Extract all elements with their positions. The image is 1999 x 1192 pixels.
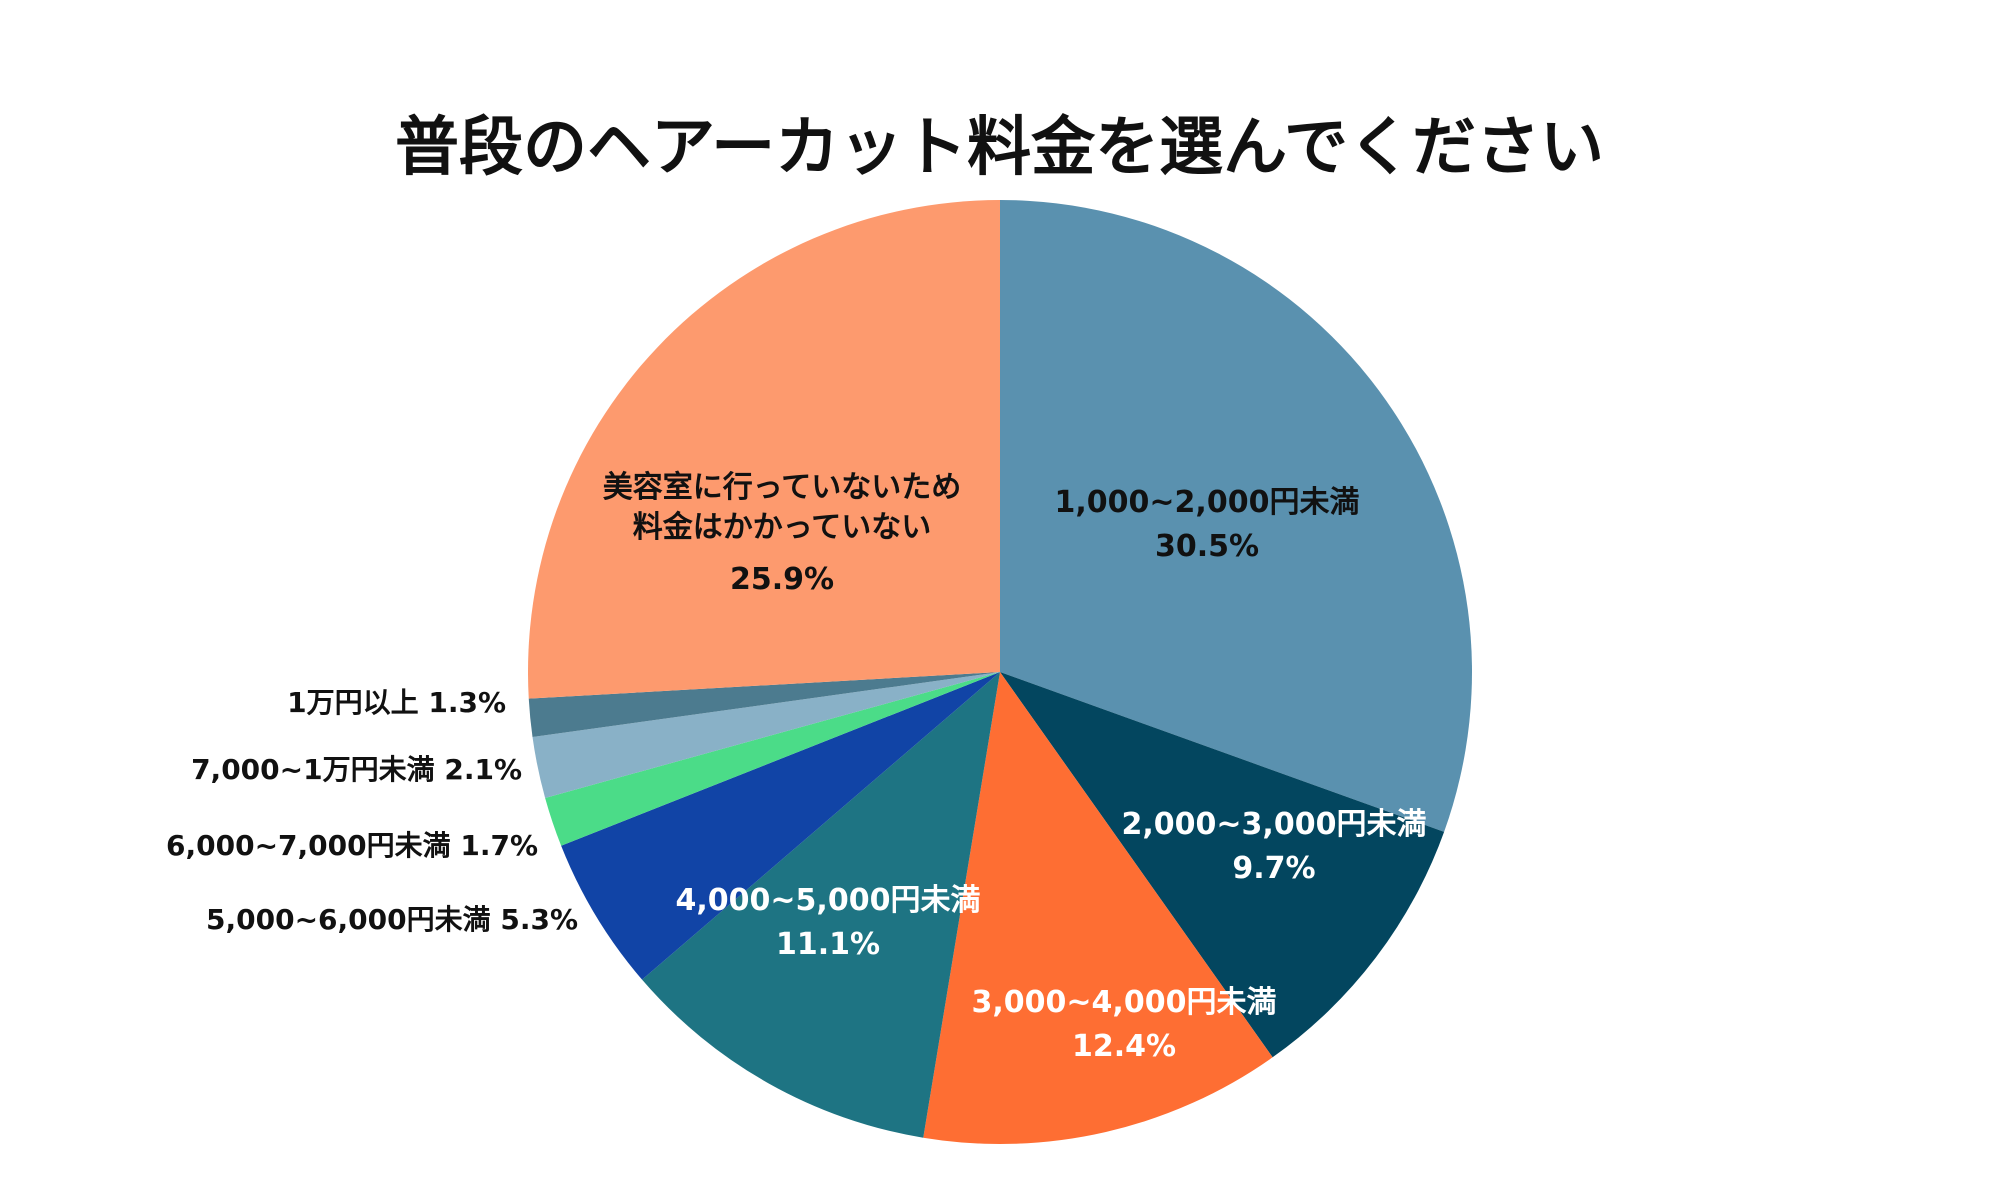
slice-value: 12.4% <box>1072 1029 1176 1064</box>
slice-label-9: 美容室に行っていないため料金はかかっていない 25.9% <box>603 470 962 597</box>
slice-label-8: 1万円以上 1.3% <box>287 686 506 719</box>
pie-slice-8 <box>528 672 1000 738</box>
pie-slice-6 <box>545 672 1000 846</box>
pie-slice-3 <box>923 672 1273 1145</box>
slice-label-5: 5,000~6,000円未満 5.3% <box>206 903 578 936</box>
chart-title: 普段のヘアーカット料金を選んでください <box>395 111 1604 185</box>
slice-category: 美容室に行っていないため <box>603 470 962 505</box>
pie-slice-1 <box>1000 200 1472 832</box>
slice-value: 25.9% <box>730 562 834 597</box>
slice-category: 料金はかかっていない <box>633 510 932 545</box>
slice-category: 1,000~2,000円未満 <box>1055 485 1360 520</box>
pie-slice-2 <box>1000 672 1445 1058</box>
slice-label-1: 1,000~2,000円未満 30.5% <box>1055 485 1360 564</box>
slice-label-7: 7,000~1万円未満 2.1% <box>191 753 522 786</box>
pie-slice-9 <box>528 200 1000 699</box>
slice-label-4: 4,000~5,000円未満 11.1% <box>676 883 981 962</box>
slice-value: 11.1% <box>776 927 880 962</box>
slice-label-2: 2,000~3,000円未満 9.7% <box>1122 807 1427 886</box>
pie-labels: 1,000~2,000円未満 30.5% 2,000~3,000円未満 9.7% 3,0… <box>166 470 1426 1064</box>
slice-value: 30.5% <box>1155 529 1259 564</box>
pie-slice-4 <box>642 672 1000 1138</box>
slice-value: 9.7% <box>1232 851 1315 886</box>
pie-slice-7 <box>532 672 1000 798</box>
slice-category: 3,000~4,000円未満 <box>972 985 1277 1020</box>
slice-category: 2,000~3,000円未満 <box>1122 807 1427 842</box>
slice-category: 4,000~5,000円未満 <box>676 883 981 918</box>
pie-slices <box>528 200 1472 1145</box>
slice-label-6: 6,000~7,000円未満 1.7% <box>166 829 538 862</box>
slice-label-3: 3,000~4,000円未満 12.4% <box>972 985 1277 1064</box>
pie-slice-5 <box>561 672 1000 980</box>
